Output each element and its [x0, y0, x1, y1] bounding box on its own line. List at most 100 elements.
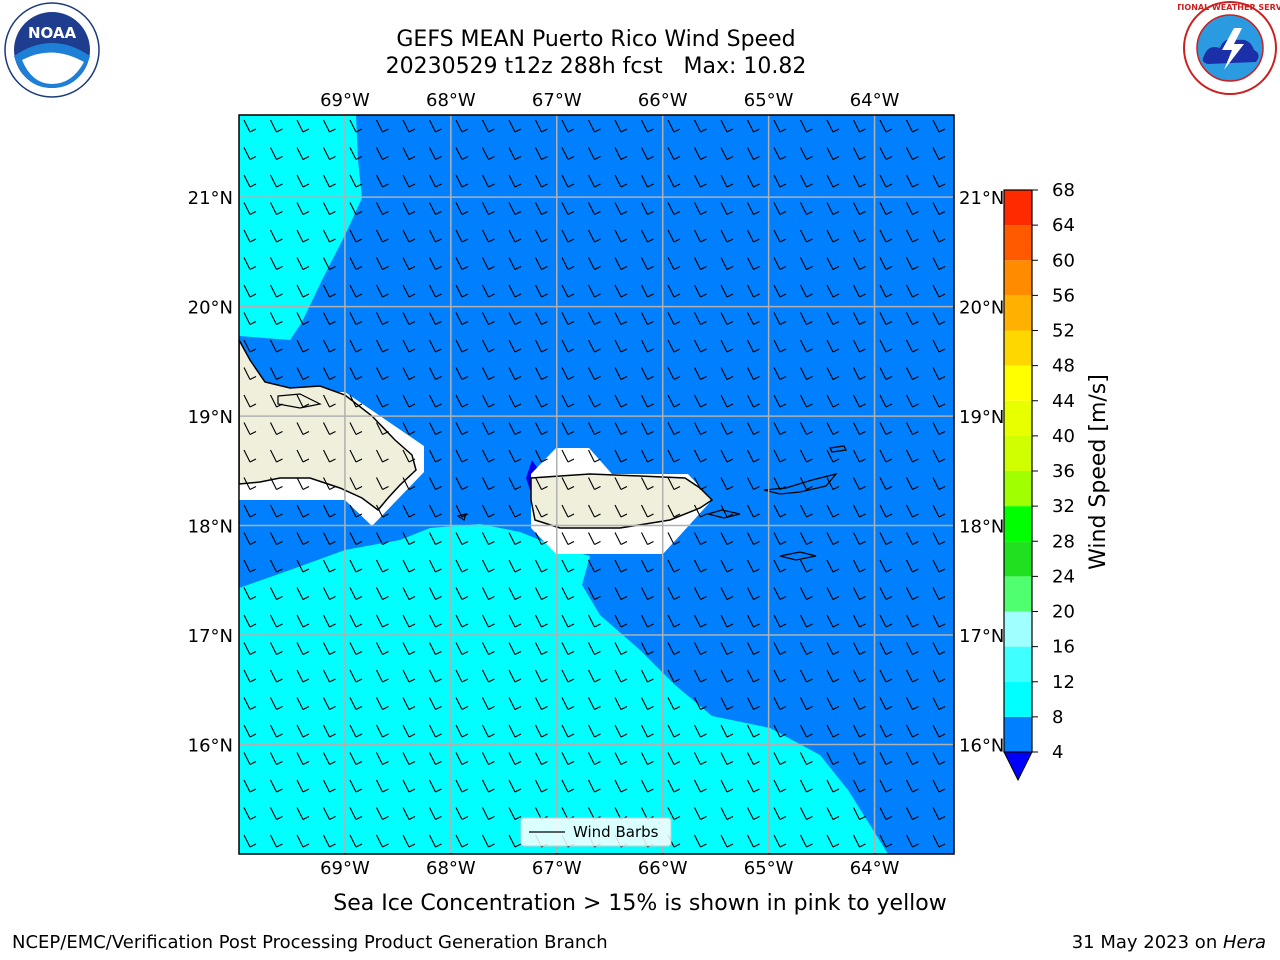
wind-barb [879, 532, 893, 545]
wind-barb [561, 449, 575, 463]
wind-barb [906, 504, 919, 518]
wind-barb [800, 807, 813, 820]
wind-barb [773, 697, 787, 710]
wind-barb [932, 257, 946, 270]
wind-barb [853, 257, 866, 270]
wind-barb [853, 229, 866, 243]
wind-barb [349, 119, 363, 133]
wind-barb [455, 449, 469, 463]
wind-barb [243, 779, 257, 793]
wind-barb [641, 449, 654, 463]
wind-barb [588, 752, 601, 765]
wind-barb [429, 174, 442, 188]
wind-barb [932, 147, 946, 160]
wind-barb [429, 284, 442, 298]
wind-barb [402, 752, 416, 765]
wind-barb [641, 119, 654, 133]
wind-barb [429, 394, 442, 408]
wind-barb [376, 642, 389, 655]
wind-barb [482, 449, 495, 463]
wind-barb [296, 669, 310, 683]
footer-host: Hera [1222, 932, 1266, 953]
wind-barb [694, 477, 707, 490]
lat-tick-label: 21°N [188, 188, 233, 209]
wind-barb [614, 367, 628, 380]
wind-barb [429, 587, 442, 600]
wind-barb [535, 669, 548, 683]
wind-barb [296, 532, 310, 545]
wind-barb-legend: Wind Barbs [520, 817, 672, 847]
wind-barb [270, 669, 283, 683]
colorbar-segment [1004, 716, 1032, 752]
wind-barb [270, 422, 283, 435]
wind-barb [349, 477, 363, 490]
lon-tick-label: 66°W [638, 858, 688, 879]
wind-barb [588, 394, 601, 408]
wind-barb [402, 147, 416, 160]
wind-barb [561, 339, 575, 353]
wind-barb [376, 174, 389, 188]
wind-barb [906, 477, 919, 490]
wind-barb [773, 752, 787, 765]
wind-barb [826, 312, 840, 325]
wind-barb [376, 339, 389, 353]
noaa-logo-text: NOAA [28, 24, 77, 42]
wind-barb [270, 312, 283, 325]
wind-barb [800, 119, 813, 133]
wind-barb [349, 587, 363, 600]
wind-barb [561, 587, 575, 600]
wind-barb [932, 174, 946, 188]
wind-barb [588, 284, 601, 298]
wind-barb [932, 119, 946, 133]
wind-barb [694, 779, 707, 793]
wind-barb [349, 697, 363, 710]
wind-barb [535, 257, 548, 270]
wind-barb [376, 752, 389, 765]
wind-barb [296, 697, 310, 710]
wind-barb [694, 807, 707, 820]
wind-barb [853, 697, 866, 710]
wind-barb [296, 174, 310, 188]
wind-barb [323, 779, 336, 793]
wind-barb [270, 367, 283, 380]
wind-barb [667, 724, 681, 738]
wind-barb [561, 257, 575, 270]
wind-barb [879, 834, 893, 848]
wind-barb [561, 229, 575, 243]
wind-barb [773, 202, 787, 215]
wind-barb [879, 229, 893, 243]
wind-barb [747, 669, 760, 683]
wind-barb [455, 147, 469, 160]
lat-tick-label: 16°N [959, 736, 1004, 757]
wind-barb [243, 257, 257, 270]
wind-barb [376, 394, 389, 408]
wind-barb [429, 202, 442, 215]
wind-barb [455, 532, 469, 545]
wind-barb [243, 642, 257, 655]
wind-barb [614, 587, 628, 600]
wind-barb [243, 367, 257, 380]
wind-barb [270, 614, 283, 628]
wind-barb [349, 229, 363, 243]
wind-barb [906, 147, 919, 160]
wind-barb [561, 422, 575, 435]
chart-title: GEFS MEAN Puerto Rico Wind Speed [396, 27, 796, 52]
wind-barb [853, 614, 866, 628]
wind-barb [376, 697, 389, 710]
wind-barb [853, 504, 866, 518]
wind-barb [482, 807, 495, 820]
wind-barb [482, 614, 495, 628]
wind-barb [720, 642, 734, 655]
wind-barb [455, 119, 469, 133]
colorbar-segment [1004, 611, 1032, 647]
wind-barb [614, 394, 628, 408]
wind-barb [561, 284, 575, 298]
wind-barb [323, 119, 336, 133]
wind-barb [376, 284, 389, 298]
colorbar-tick-label: 20 [1052, 602, 1075, 623]
wind-barb [853, 477, 866, 490]
hispaniola-land [239, 339, 417, 512]
wind-barb [853, 752, 866, 765]
wind-barb [641, 587, 654, 600]
lon-tick-label: 67°W [532, 858, 582, 879]
